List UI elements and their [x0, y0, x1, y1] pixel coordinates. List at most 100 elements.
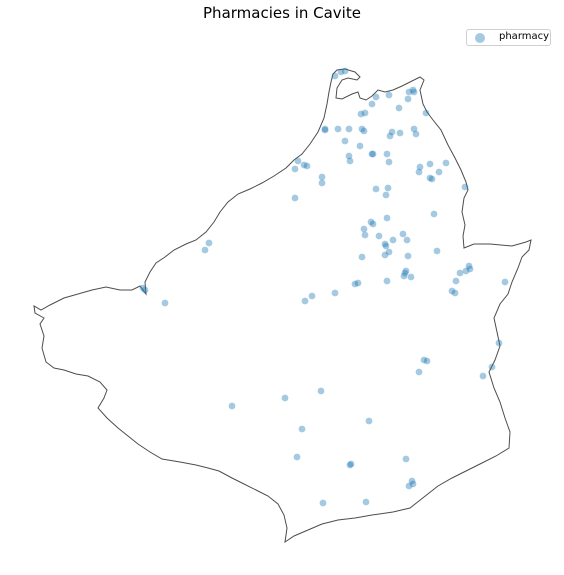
pharmacy-point [303, 162, 311, 170]
pharmacy-point [385, 248, 393, 256]
pharmacy-point [415, 368, 423, 376]
pharmacy-point [318, 173, 326, 181]
pharmacy-point [331, 72, 339, 80]
pharmacy-point [426, 174, 434, 182]
pharmacy-point [360, 127, 368, 135]
pharmacy-point [408, 477, 416, 485]
pharmacy-point [365, 417, 373, 425]
pharmacy-point [298, 425, 306, 433]
pharmacy-point [360, 225, 368, 233]
pharmacy-point [362, 498, 370, 506]
pharmacy-point [383, 277, 391, 285]
pharmacy-point [402, 267, 410, 275]
pharmacy-point [356, 142, 364, 150]
pharmacy-point [412, 130, 420, 138]
pharmacy-point [395, 104, 403, 112]
pharmacy-point [466, 265, 474, 273]
pharmacy-point [385, 91, 393, 99]
pharmacy-point [404, 95, 412, 103]
pharmacy-point [346, 461, 354, 469]
pharmacy-point [346, 157, 354, 165]
pharmacy-point [354, 279, 362, 287]
pharmacy-point [372, 185, 380, 193]
pharmacy-point [369, 150, 377, 158]
pharmacy-point [410, 88, 418, 96]
pharmacy-point [415, 168, 423, 176]
pharmacy-point [456, 269, 464, 277]
pharmacy-point [351, 280, 359, 288]
pharmacy-point [308, 292, 316, 300]
pharmacy-point [228, 402, 236, 410]
pharmacy-point [386, 132, 394, 140]
pharmacy-point [141, 286, 149, 294]
pharmacy-point [345, 125, 353, 133]
pharmacy-point [334, 125, 342, 133]
legend-marker-icon [475, 33, 485, 43]
pharmacy-point [205, 239, 213, 247]
pharmacy-point [301, 297, 309, 305]
pharmacy-point [361, 231, 369, 239]
pharmacy-point [358, 253, 366, 261]
pharmacy-point [383, 214, 391, 222]
pharmacy-point [405, 88, 413, 96]
pharmacy-point [423, 357, 431, 365]
pharmacy-point [448, 287, 456, 295]
pharmacy-point [495, 339, 503, 347]
pharmacy-point [422, 109, 430, 117]
pharmacy-point [407, 273, 415, 281]
pharmacy-point [462, 267, 470, 275]
pharmacy-point [372, 93, 380, 101]
pharmacy-point [318, 179, 326, 187]
pharmacy-point [345, 152, 353, 160]
pharmacy-point [368, 150, 376, 158]
pharmacy-point [347, 460, 355, 468]
pharmacy-point [402, 455, 410, 463]
pharmacy-point [337, 68, 345, 76]
pharmacy-point [294, 157, 302, 165]
pharmacy-point [435, 168, 443, 176]
legend: pharmacy [466, 29, 551, 46]
pharmacy-point [399, 230, 407, 238]
pharmacy-point [442, 159, 450, 167]
pharmacy-point [383, 150, 391, 158]
pharmacy-point [385, 158, 393, 166]
pharmacy-point [410, 125, 418, 133]
pharmacy-point [405, 482, 413, 490]
pharmacy-point [389, 236, 397, 244]
pharmacy-point [381, 240, 389, 248]
pharmacy-point [368, 100, 376, 108]
pharmacy-points [139, 67, 509, 507]
pharmacy-point [479, 372, 487, 380]
pharmacy-point [358, 125, 366, 133]
pharmacy-point [409, 86, 417, 94]
pharmacy-point [341, 137, 349, 145]
pharmacy-point [161, 299, 169, 307]
pharmacy-point [452, 277, 460, 285]
pharmacy-point [382, 191, 390, 199]
pharmacy-point [384, 184, 392, 192]
pharmacy-point [428, 175, 436, 183]
legend-label: pharmacy [499, 31, 550, 42]
pharmacy-point [416, 163, 424, 171]
pharmacy-point [375, 232, 383, 240]
pharmacy-point [382, 242, 390, 250]
pharmacy-point [317, 387, 325, 395]
pharmacy-point [388, 128, 396, 136]
pharmacy-point [369, 220, 377, 228]
pharmacy-point [430, 210, 438, 218]
pharmacy-point [291, 165, 299, 173]
pharmacy-point [361, 109, 369, 117]
pharmacy-point [451, 289, 459, 297]
pharmacy-point [409, 480, 417, 488]
pharmacy-point [403, 236, 411, 244]
map-title: Pharmacies in Cavite [203, 4, 361, 22]
pharmacy-point [400, 272, 408, 280]
pharmacy-point [321, 126, 329, 134]
pharmacy-point [321, 125, 329, 133]
pharmacy-point [331, 289, 339, 297]
pharmacy-point [433, 247, 441, 255]
pharmacy-point [381, 251, 389, 259]
pharmacy-point [341, 67, 349, 75]
pharmacy-point [465, 262, 473, 270]
